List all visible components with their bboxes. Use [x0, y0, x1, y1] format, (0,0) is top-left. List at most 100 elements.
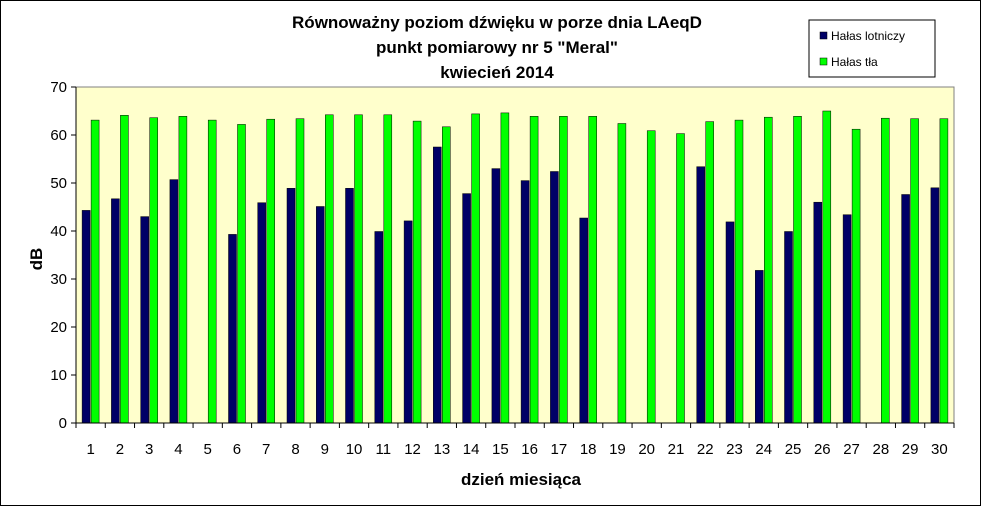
bar-airport-10	[345, 188, 354, 424]
bar-background-20	[646, 130, 656, 424]
legend: Hałas lotniczy Hałas tła	[808, 19, 936, 78]
x-tick-label: 6	[233, 441, 241, 458]
bar-airport-18	[579, 217, 588, 424]
bar-background-17	[559, 116, 568, 424]
bar-airport-2	[111, 198, 120, 424]
x-tick-label: 23	[726, 441, 743, 458]
y-tick-label: 60	[50, 127, 67, 144]
bar-background-19	[617, 123, 627, 424]
x-tick-label: 3	[145, 441, 153, 458]
bar-background-29	[910, 118, 919, 424]
x-tick-label: 29	[902, 441, 919, 458]
bar-airport-16	[520, 180, 530, 424]
bar-airport-29	[901, 194, 910, 424]
bar-background-4	[178, 116, 188, 424]
bar-background-15	[500, 112, 510, 424]
bar-background-2	[120, 115, 129, 424]
legend-label-airport: Hałas lotniczy	[831, 29, 905, 43]
bar-airport-24	[755, 270, 764, 424]
legend-box	[808, 19, 936, 78]
x-tick-label: 7	[262, 441, 270, 458]
bar-background-30	[939, 118, 949, 424]
bar-airport-23	[725, 221, 735, 424]
x-tick-label: 13	[433, 441, 450, 458]
y-tick-label: 20	[50, 319, 67, 336]
bar-airport-9	[316, 206, 325, 424]
x-tick-label: 22	[697, 441, 714, 458]
bar-airport-17	[550, 171, 559, 424]
bar-background-24	[764, 116, 773, 424]
bar-background-23	[734, 119, 744, 424]
x-tick-label: 15	[492, 441, 509, 458]
x-tick-label: 8	[291, 441, 299, 458]
x-tick-label: 11	[376, 441, 392, 458]
y-tick-label: 10	[50, 367, 67, 384]
x-tick-label: 24	[755, 441, 772, 458]
bar-background-16	[529, 116, 539, 424]
bar-airport-15	[491, 168, 501, 424]
bar-background-22	[705, 121, 714, 424]
plot-area	[75, 86, 955, 424]
bar-background-26	[822, 110, 832, 424]
x-tick-label: 4	[174, 441, 182, 458]
bar-background-12	[412, 120, 422, 424]
x-tick-label: 16	[521, 441, 538, 458]
y-axis-label: dB	[27, 248, 46, 271]
bar-airport-14	[462, 193, 471, 424]
x-tick-label: 12	[404, 441, 421, 458]
bar-airport-25	[784, 231, 793, 424]
y-tick-label: 50	[50, 175, 67, 192]
bar-airport-11	[374, 231, 384, 424]
chart-title-line-3: kwiecień 2014	[440, 63, 554, 82]
x-axis-label: dzień miesiąca	[461, 470, 582, 489]
bar-airport-13	[433, 146, 442, 424]
x-tick-label: 1	[86, 441, 94, 458]
bar-airport-7	[257, 202, 266, 424]
bar-airport-30	[930, 187, 940, 424]
chart-title-line-1: Równoważny poziom dźwięku w porze dnia L…	[292, 13, 702, 32]
x-tick-label: 2	[116, 441, 124, 458]
x-tick-label: 9	[321, 441, 329, 458]
x-tick-label: 26	[814, 441, 831, 458]
x-tick-label: 30	[931, 441, 948, 458]
bar-background-21	[676, 133, 685, 424]
bar-airport-26	[813, 201, 823, 424]
x-tick-label: 18	[580, 441, 597, 458]
bar-airport-22	[696, 166, 705, 424]
bar-airport-1	[81, 210, 91, 424]
bar-background-14	[471, 113, 480, 424]
bar-background-25	[793, 116, 802, 424]
bar-background-10	[354, 114, 363, 424]
chart-title-line-2: punkt pomiarowy nr 5 "Meral"	[376, 38, 618, 57]
x-tick-label: 14	[463, 441, 480, 458]
bar-background-27	[851, 128, 861, 424]
y-tick-label: 40	[50, 223, 67, 240]
legend-swatch-background	[819, 57, 828, 66]
x-tick-label: 19	[609, 441, 626, 458]
y-axis: 0 10 20 30 40 50 60 70	[50, 79, 77, 432]
bar-background-5	[207, 119, 217, 424]
y-tick-label: 30	[50, 271, 67, 288]
legend-swatch-airport	[819, 31, 828, 40]
x-tick-label: 25	[785, 441, 802, 458]
x-axis: 1 2 3 4 5 6 7 8 9 10 11 12 13 14 15 16 17 18 19 20 21 22 23 24 2…	[75, 422, 955, 458]
chart-title: Równoważny poziom dźwięku w porze dnia L…	[292, 13, 702, 82]
bar-background-9	[325, 114, 334, 424]
x-tick-label: 20	[638, 441, 655, 458]
bar-airport-12	[403, 220, 413, 424]
bar-background-3	[149, 117, 158, 424]
bar-background-28	[881, 117, 890, 424]
bar-background-6	[237, 124, 246, 424]
x-tick-label: 21	[668, 441, 685, 458]
bar-background-1	[90, 119, 100, 424]
bar-background-13	[442, 126, 451, 424]
bar-airport-8	[286, 188, 296, 424]
x-tick-label: 28	[872, 441, 889, 458]
bar-airport-4	[169, 179, 179, 424]
bar-background-18	[588, 116, 597, 424]
y-tick-label: 70	[50, 79, 67, 96]
y-tick-label: 0	[59, 415, 67, 432]
bar-airport-3	[140, 216, 149, 424]
